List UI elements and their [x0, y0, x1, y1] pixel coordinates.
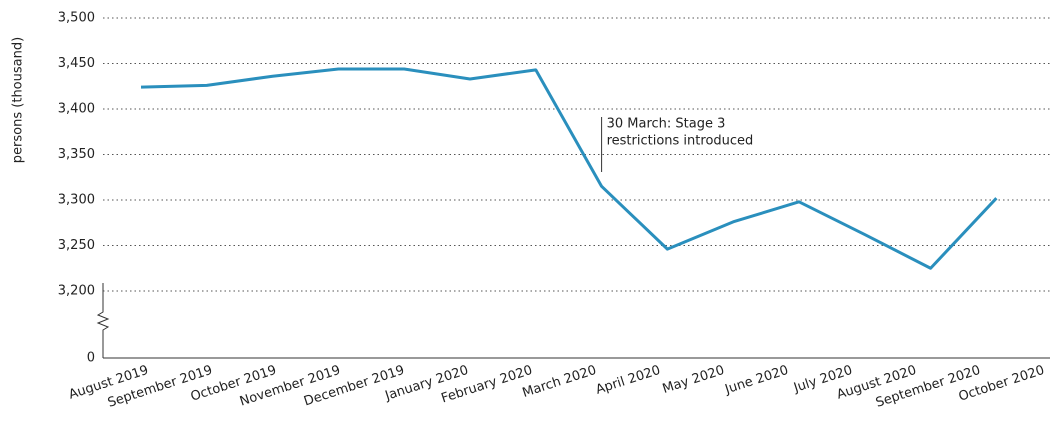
y-tick-label: 3,500	[58, 11, 95, 26]
y-tick-label: 3,450	[58, 56, 95, 71]
x-tick-label: June 2020	[722, 363, 790, 398]
y-axis-label: persons (thousand)	[11, 37, 26, 163]
y-tick-label: 3,400	[58, 102, 95, 117]
axis-break	[96, 291, 110, 358]
annotation: restrictions introduced	[607, 134, 754, 149]
annotation: 30 March: Stage 3	[607, 117, 726, 132]
y-tick-label: 3,250	[58, 238, 95, 253]
y-tick-label: 3,300	[58, 193, 95, 208]
x-tick-label: May 2020	[661, 363, 727, 397]
y-tick-label: 0	[87, 351, 95, 366]
x-tick-label: March 2020	[521, 363, 599, 401]
line	[140, 67, 998, 270]
y-tick-label: 3,200	[58, 284, 95, 299]
y-tick-label: 3,350	[58, 147, 95, 162]
x-tick-label: April 2020	[594, 363, 662, 398]
